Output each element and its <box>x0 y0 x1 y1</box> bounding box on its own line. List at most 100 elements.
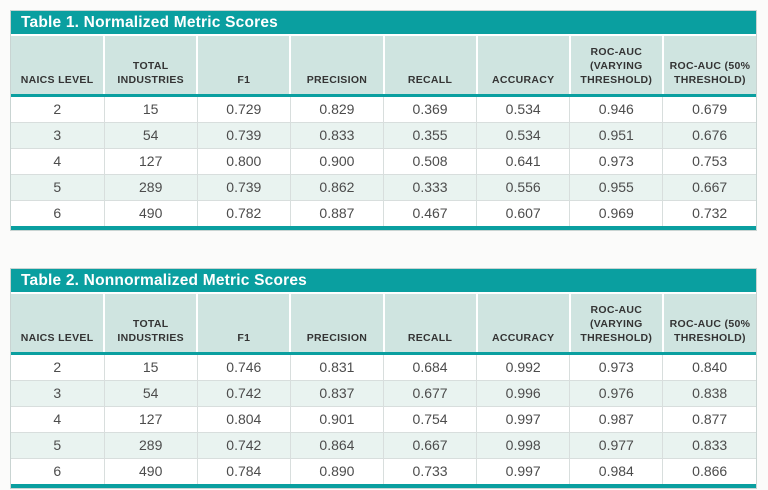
table-cell: 0.900 <box>289 147 384 175</box>
table-row: 4 127 0.804 0.901 0.754 0.997 0.987 0.877 <box>11 405 756 433</box>
metrics-table: NAICS LEVEL TOTAL INDUSTRIES F1 PRECISION RE… <box>11 33 756 230</box>
column-header: ACCURACY <box>475 33 570 97</box>
table-cell: 0.840 <box>662 353 756 381</box>
table-cell: 289 <box>103 173 198 201</box>
table-cell: 127 <box>103 147 198 175</box>
table-cell: 0.831 <box>289 353 384 381</box>
table-cell: 0.833 <box>289 121 384 149</box>
table-cell: 0.804 <box>196 405 291 433</box>
table-cell: 490 <box>103 199 198 228</box>
table-cell: 0.998 <box>476 431 570 459</box>
table-title: Table 1. Normalized Metric Scores <box>21 14 278 31</box>
table-row: 5 289 0.742 0.864 0.667 0.998 0.977 0.833 <box>11 431 756 459</box>
table-row: 2 15 0.729 0.829 0.369 0.534 0.946 0.679 <box>11 95 756 123</box>
table-cell: 127 <box>103 405 198 433</box>
column-header: ROC-AUC (50% THRESHOLD) <box>661 291 756 355</box>
column-header: TOTAL INDUSTRIES <box>103 291 198 355</box>
table-cell: 0.984 <box>569 457 663 486</box>
table-cell: 3 <box>11 121 105 149</box>
table-cell: 0.677 <box>382 379 477 407</box>
table-cell: 0.829 <box>289 95 384 123</box>
table-cell: 0.996 <box>476 379 570 407</box>
table-body: 2 15 0.729 0.829 0.369 0.534 0.946 0.679 3 54 0.73… <box>11 95 756 228</box>
table-cell: 15 <box>103 353 198 381</box>
table-cell: 0.739 <box>196 173 291 201</box>
column-header: ACCURACY <box>475 291 570 355</box>
table-cell: 4 <box>11 405 105 433</box>
table-body: 2 15 0.746 0.831 0.684 0.992 0.973 0.840 3 54 0.74… <box>11 353 756 486</box>
column-header: RECALL <box>382 33 477 97</box>
table-cell: 0.862 <box>289 173 384 201</box>
table-cell: 4 <box>11 147 105 175</box>
table-cell: 0.556 <box>476 173 570 201</box>
table-cell: 0.676 <box>662 121 756 149</box>
table-cell: 0.992 <box>476 353 570 381</box>
table-cell: 0.641 <box>476 147 570 175</box>
table-cell: 0.732 <box>662 199 756 228</box>
metrics-table: NAICS LEVEL TOTAL INDUSTRIES F1 PRECISION RE… <box>11 291 756 488</box>
table-row: 4 127 0.800 0.900 0.508 0.641 0.973 0.753 <box>11 147 756 175</box>
column-header: ROC-AUC (VARYING THRESHOLD) <box>568 291 663 355</box>
table-cell: 0.946 <box>569 95 663 123</box>
table-cell: 490 <box>103 457 198 486</box>
table-cell: 0.951 <box>569 121 663 149</box>
table-title-bar: Table 1. Normalized Metric Scores <box>11 11 756 34</box>
table-cell: 0.754 <box>382 405 477 433</box>
table-cell: 0.739 <box>196 121 291 149</box>
table-cell: 0.782 <box>196 199 291 228</box>
column-header: PRECISION <box>289 291 384 355</box>
table-cell: 0.973 <box>569 147 663 175</box>
table-cell: 0.534 <box>476 121 570 149</box>
table-title: Table 2. Nonnormalized Metric Scores <box>21 272 307 289</box>
table-cell: 5 <box>11 173 105 201</box>
table-cell: 0.977 <box>569 431 663 459</box>
table-cell: 2 <box>11 353 105 381</box>
header-row: NAICS LEVEL TOTAL INDUSTRIES F1 PRECISION RE… <box>11 33 756 97</box>
table-cell: 0.684 <box>382 353 477 381</box>
table-cell: 289 <box>103 431 198 459</box>
table-cell: 2 <box>11 95 105 123</box>
table-cell: 0.333 <box>382 173 477 201</box>
column-header: F1 <box>196 33 291 97</box>
table-cell: 3 <box>11 379 105 407</box>
table-cell: 0.729 <box>196 95 291 123</box>
column-header: NAICS LEVEL <box>11 33 105 97</box>
table-cell: 0.508 <box>382 147 477 175</box>
table-cell: 0.890 <box>289 457 384 486</box>
table-cell: 0.534 <box>476 95 570 123</box>
header-row: NAICS LEVEL TOTAL INDUSTRIES F1 PRECISION RE… <box>11 291 756 355</box>
table-cell: 5 <box>11 431 105 459</box>
table-cell: 0.679 <box>662 95 756 123</box>
table-cell: 15 <box>103 95 198 123</box>
table-cell: 0.976 <box>569 379 663 407</box>
table-cell: 0.733 <box>382 457 477 486</box>
table-cell: 0.833 <box>662 431 756 459</box>
table-1-normalized-metric-scores: Table 1. Normalized Metric Scores NAICS … <box>10 10 757 231</box>
table-cell: 0.467 <box>382 199 477 228</box>
table-cell: 0.742 <box>196 431 291 459</box>
table-header: NAICS LEVEL TOTAL INDUSTRIES F1 PRECISION RE… <box>11 33 756 97</box>
table-row: 5 289 0.739 0.862 0.333 0.556 0.955 0.667 <box>11 173 756 201</box>
table-row: 3 54 0.742 0.837 0.677 0.996 0.976 0.838 <box>11 379 756 407</box>
table-cell: 0.838 <box>662 379 756 407</box>
table-cell: 0.901 <box>289 405 384 433</box>
table-cell: 0.997 <box>476 405 570 433</box>
table-cell: 0.969 <box>569 199 663 228</box>
table-cell: 0.742 <box>196 379 291 407</box>
table-cell: 0.887 <box>289 199 384 228</box>
table-title-bar: Table 2. Nonnormalized Metric Scores <box>11 269 756 292</box>
column-header: TOTAL INDUSTRIES <box>103 33 198 97</box>
table-cell: 0.955 <box>569 173 663 201</box>
column-header: ROC-AUC (VARYING THRESHOLD) <box>568 33 663 97</box>
column-header: RECALL <box>382 291 477 355</box>
table-cell: 0.746 <box>196 353 291 381</box>
table-row: 6 490 0.784 0.890 0.733 0.997 0.984 0.866 <box>11 457 756 486</box>
table-cell: 54 <box>103 379 198 407</box>
table-cell: 0.800 <box>196 147 291 175</box>
table-row: 6 490 0.782 0.887 0.467 0.607 0.969 0.732 <box>11 199 756 228</box>
table-cell: 0.877 <box>662 405 756 433</box>
table-cell: 6 <box>11 199 105 228</box>
table-cell: 0.753 <box>662 147 756 175</box>
column-header: ROC-AUC (50% THRESHOLD) <box>661 33 756 97</box>
